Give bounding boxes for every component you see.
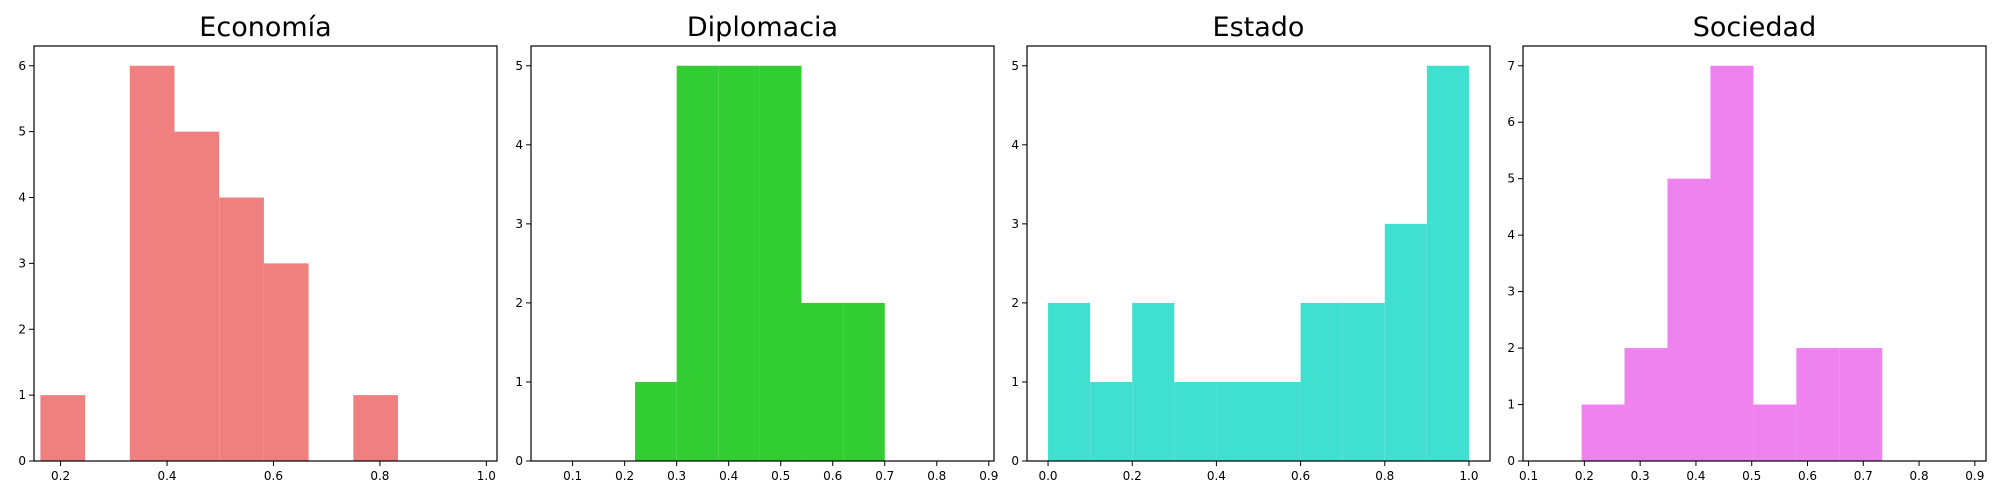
x-tick-label: 0.0 bbox=[1038, 469, 1057, 483]
y-tick-label: 5 bbox=[1507, 172, 1515, 186]
panel-title: Economía bbox=[199, 12, 331, 43]
histogram-bar bbox=[1300, 302, 1343, 461]
x-tick-label: 0.2 bbox=[1575, 469, 1594, 483]
y-tick-label: 1 bbox=[18, 388, 26, 402]
y-tick-label: 5 bbox=[515, 59, 523, 73]
histogram-bar bbox=[801, 302, 844, 461]
x-tick-label: 0.4 bbox=[1207, 469, 1226, 483]
x-tick-label: 0.5 bbox=[1742, 469, 1761, 483]
y-tick-label: 6 bbox=[1507, 115, 1515, 129]
x-tick-label: 0.1 bbox=[563, 469, 582, 483]
y-tick-label: 2 bbox=[18, 322, 26, 336]
histogram-panel-4: Sociedad 0.1 0.2 0.3 0.4 0.5 0.6 0.7 0.8 0.9 0 1 2 3 4… bbox=[1507, 12, 1987, 483]
histogram-bar bbox=[1839, 348, 1883, 461]
y-tick-label: 4 bbox=[1507, 228, 1515, 242]
x-tick-label: 0.8 bbox=[1910, 469, 1929, 483]
x-tick-label: 0.4 bbox=[157, 469, 176, 483]
x-tick-label: 0.1 bbox=[1519, 469, 1538, 483]
x-tick-label: 0.3 bbox=[1631, 469, 1650, 483]
y-tick-label: 0 bbox=[1011, 454, 1019, 468]
y-tick-label: 2 bbox=[515, 296, 523, 310]
panel-title: Estado bbox=[1213, 12, 1305, 43]
histogram-bar bbox=[1048, 302, 1091, 461]
histogram-bar bbox=[1090, 381, 1133, 461]
x-tick-label: 0.5 bbox=[771, 469, 790, 483]
y-tick-label: 7 bbox=[1507, 59, 1515, 73]
histogram-bar bbox=[676, 65, 719, 461]
x-tick-label: 0.4 bbox=[719, 469, 738, 483]
x-tick-label: 0.9 bbox=[1965, 469, 1984, 483]
histogram-bar bbox=[219, 197, 264, 461]
histogram-bar bbox=[1342, 302, 1385, 461]
y-tick-label: 2 bbox=[1507, 341, 1515, 355]
axes-frame bbox=[530, 45, 995, 462]
x-tick-label: 0.3 bbox=[667, 469, 686, 483]
x-tick-label: 0.4 bbox=[1686, 469, 1705, 483]
y-tick-label: 1 bbox=[1011, 375, 1019, 389]
y-tick-label: 0 bbox=[1507, 454, 1515, 468]
y-tick-label: 2 bbox=[1011, 296, 1019, 310]
histogram-bar bbox=[1624, 348, 1668, 461]
histogram-bar bbox=[263, 263, 309, 461]
x-tick-label: 0.2 bbox=[1123, 469, 1142, 483]
histogram-panel-3: Estado 0.0 0.2 0.4 0.6 0.8 1.0 0 1 2 3 4 5 bbox=[1011, 12, 1491, 483]
histogram-bar bbox=[1384, 223, 1427, 461]
y-tick-label: 6 bbox=[18, 59, 26, 73]
panel-title: Sociedad bbox=[1693, 12, 1816, 43]
y-tick-label: 0 bbox=[18, 454, 26, 468]
y-tick-label: 4 bbox=[1011, 138, 1019, 152]
histogram-bar bbox=[1667, 178, 1711, 461]
x-tick-label: 0.8 bbox=[927, 469, 946, 483]
x-tick-label: 0.7 bbox=[875, 469, 894, 483]
histogram-bar bbox=[718, 65, 760, 461]
y-tick-label: 4 bbox=[18, 191, 26, 205]
histogram-panel-1: Economía 0.2 0.4 0.6 0.8 1.0 0 1 2 3 4 5 6 bbox=[18, 12, 498, 483]
histogram-bar bbox=[1581, 404, 1625, 461]
x-tick-label: 0.8 bbox=[370, 469, 389, 483]
histogram-bar bbox=[1216, 381, 1259, 461]
histogram-bar bbox=[759, 65, 802, 461]
y-tick-label: 3 bbox=[18, 256, 26, 270]
y-tick-label: 3 bbox=[515, 217, 523, 231]
y-tick-label: 4 bbox=[515, 138, 523, 152]
axes-frame bbox=[1522, 45, 1987, 462]
y-tick-label: 1 bbox=[1507, 398, 1515, 412]
x-tick-label: 0.8 bbox=[1375, 469, 1394, 483]
histogram-bar bbox=[1753, 404, 1797, 461]
panel-title: Diplomacia bbox=[687, 12, 838, 43]
histogram-bar bbox=[1426, 65, 1469, 461]
x-tick-label: 1.0 bbox=[1459, 469, 1478, 483]
histogram-bar bbox=[1132, 302, 1175, 461]
y-tick-label: 5 bbox=[18, 125, 26, 139]
histogram-bar bbox=[1174, 381, 1217, 461]
x-tick-label: 0.7 bbox=[1854, 469, 1873, 483]
histogram-bar bbox=[40, 395, 86, 461]
histogram-bar bbox=[635, 381, 677, 461]
x-tick-label: 0.6 bbox=[1798, 469, 1817, 483]
histogram-bar bbox=[174, 131, 220, 461]
histogram-panel-2: Diplomacia 0.1 0.2 0.3 0.4 0.5 0.6 0.7 0.8 0.9 0 1 2… bbox=[515, 12, 998, 483]
x-tick-label: 0.6 bbox=[823, 469, 842, 483]
histogram-bar bbox=[353, 395, 399, 461]
x-tick-label: 0.2 bbox=[615, 469, 634, 483]
x-tick-label: 0.2 bbox=[51, 469, 70, 483]
y-tick-label: 3 bbox=[1507, 285, 1515, 299]
x-tick-label: 1.0 bbox=[477, 469, 496, 483]
histogram-bar bbox=[129, 65, 175, 461]
y-tick-label: 5 bbox=[1011, 59, 1019, 73]
x-tick-label: 0.9 bbox=[979, 469, 998, 483]
y-tick-label: 0 bbox=[515, 454, 523, 468]
histogram-bar bbox=[1710, 65, 1754, 461]
histogram-bar bbox=[1258, 381, 1301, 461]
x-tick-label: 0.6 bbox=[264, 469, 283, 483]
axes-frame bbox=[33, 45, 498, 462]
histogram-bar bbox=[843, 302, 885, 461]
histogram-bar bbox=[1796, 348, 1840, 461]
axes-frame bbox=[1026, 45, 1491, 462]
y-tick-label: 3 bbox=[1011, 217, 1019, 231]
y-tick-label: 1 bbox=[515, 375, 523, 389]
x-tick-label: 0.6 bbox=[1291, 469, 1310, 483]
